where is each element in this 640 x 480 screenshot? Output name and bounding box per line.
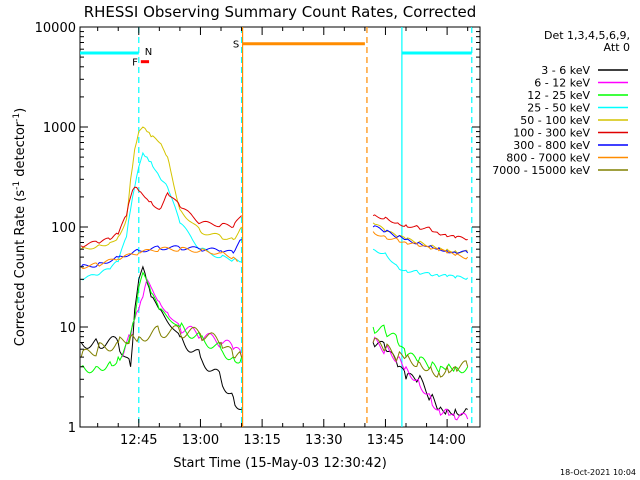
legend-label-3-6-kev: 3 - 6 keV <box>541 64 590 77</box>
y-tick-label: 1000 <box>43 121 76 136</box>
y-tick-label: 1 <box>68 421 76 436</box>
y-axis: 1 10 100 1000 10000 <box>35 21 480 436</box>
y-tick-label: 10 <box>59 321 76 336</box>
y-axis-label: Corrected Count Rate (s-1 detector-1) <box>12 108 28 346</box>
flag-bars: NF S <box>80 40 472 69</box>
flag-label-f: F <box>132 58 138 69</box>
x-tick-label: 12:45 <box>120 433 157 448</box>
series-line-7000-15000-kev <box>80 325 469 378</box>
flag-label-s: S <box>233 40 239 51</box>
legend-label-7000-15000-kev: 7000 - 15000 keV <box>492 164 590 177</box>
y-tick-label: 10000 <box>35 21 76 36</box>
chart-title: RHESSI Observing Summary Count Rates, Co… <box>84 3 477 21</box>
series-line-25-50-kev <box>81 151 469 281</box>
series-layer <box>80 126 469 421</box>
legend-header-detectors: Det 1,3,4,5,6,9, <box>544 29 630 42</box>
x-tick-label: 13:45 <box>367 433 404 448</box>
series-line-100-300-kev <box>80 186 468 248</box>
legend-label-25-50-kev: 25 - 50 keV <box>527 102 590 115</box>
x-axis: 12:45 13:00 13:15 13:30 13:45 14:00 <box>97 27 469 448</box>
legend-label-12-25-kev: 12 - 25 keV <box>527 89 590 102</box>
legend-label-800-7000-kev: 800 - 7000 keV <box>506 152 590 165</box>
x-tick-label: 13:30 <box>305 433 342 448</box>
series-line-800-7000-kev <box>80 231 469 270</box>
legend-label-50-100-kev: 50 - 100 keV <box>520 114 590 127</box>
plot-area <box>79 26 481 428</box>
legend-label-100-300-kev: 100 - 300 keV <box>513 127 590 140</box>
x-axis-label: Start Time (15-May-03 12:30:42) <box>173 456 387 471</box>
footer-date: 18-Oct-2021 10:04 <box>560 468 636 477</box>
series-line-6-12-kev <box>121 278 469 421</box>
x-tick-label: 13:00 <box>182 433 219 448</box>
y-tick-label: 100 <box>51 221 76 236</box>
legend-label-6-12-kev: 6 - 12 keV <box>534 77 590 90</box>
legend-header-attenuator: Att 0 <box>604 41 630 54</box>
x-tick-label: 13:15 <box>243 433 280 448</box>
flag-label-n: N <box>145 47 152 58</box>
legend-label-300-800-kev: 300 - 800 keV <box>513 139 590 152</box>
x-tick-label: 14:00 <box>428 433 465 448</box>
